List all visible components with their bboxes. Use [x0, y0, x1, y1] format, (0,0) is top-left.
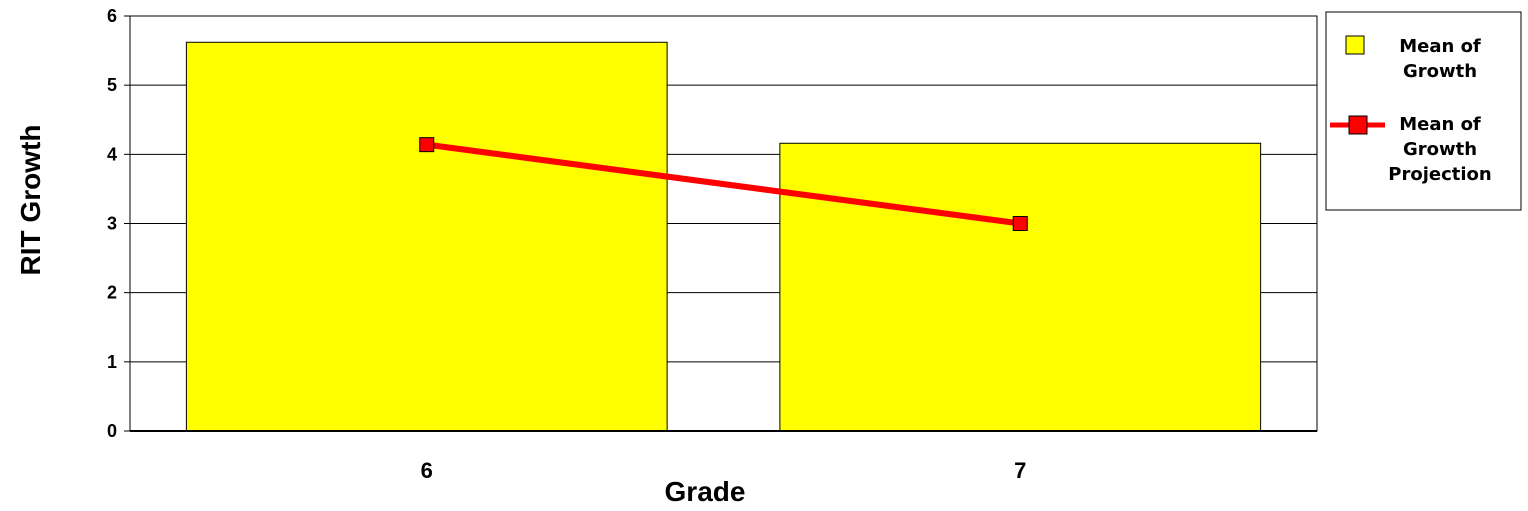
series-line [426, 141, 1021, 227]
y-tick-label: 6 [107, 6, 117, 26]
legend-label: Projection [1388, 164, 1491, 185]
y-tick-label: 4 [107, 144, 117, 164]
bars [130, 41, 1317, 432]
projection-line [419, 137, 1028, 231]
x-tick-label: 7 [1014, 458, 1026, 483]
x-axis-title: Grade [665, 476, 746, 507]
y-tick-label: 1 [107, 352, 117, 372]
y-tick-labels: 0 1 2 3 4 5 6 [107, 6, 117, 441]
y-tick-label: 3 [107, 214, 117, 234]
y-tick-label: 2 [107, 283, 117, 303]
data-point-marker [419, 137, 435, 153]
data-point-marker [1012, 216, 1028, 231]
bar [779, 142, 1262, 432]
legend-labels: Mean of Growth Mean of Growth Projection [1388, 36, 1491, 185]
legend-label: Mean of [1399, 36, 1481, 57]
y-tick-label: 0 [107, 421, 117, 441]
bar [185, 41, 668, 432]
x-tick-label: 6 [421, 458, 433, 483]
legend-bar-swatch [1345, 35, 1365, 55]
legend-label: Growth [1403, 139, 1477, 160]
legend-line-marker [1348, 115, 1368, 135]
y-axis-title: RIT Growth [15, 125, 46, 276]
legend: Mean of Growth Mean of Growth Projection [1325, 11, 1522, 211]
legend-label: Mean of [1399, 114, 1481, 135]
legend-label: Growth [1403, 61, 1477, 82]
y-tick-label: 5 [107, 75, 117, 95]
